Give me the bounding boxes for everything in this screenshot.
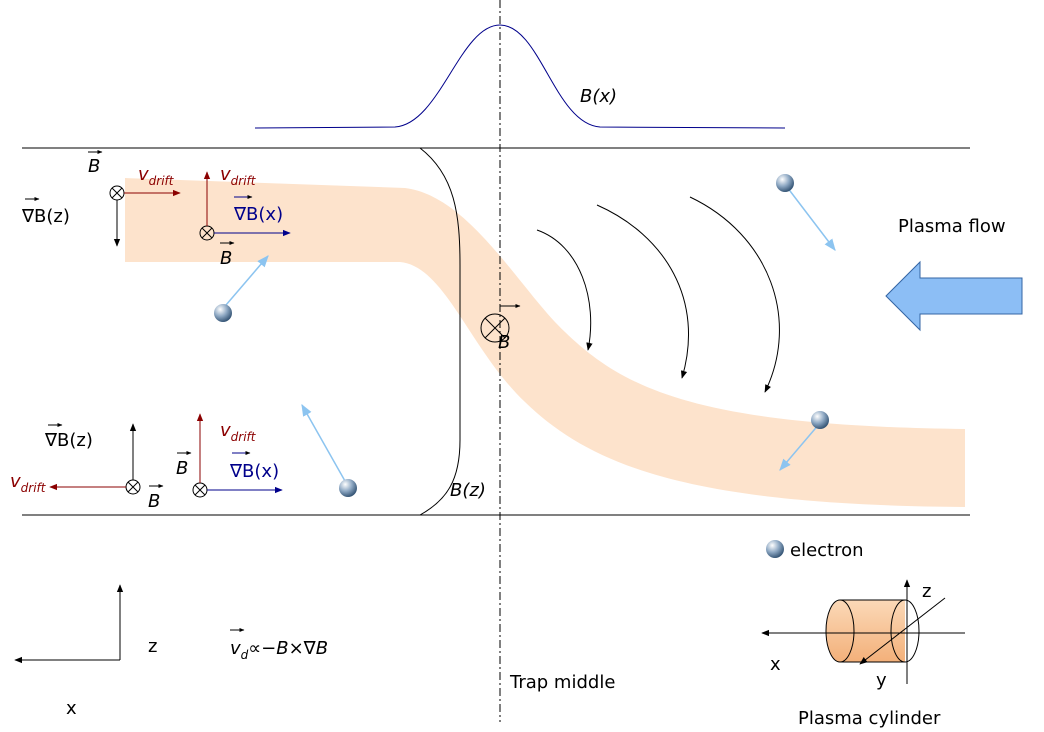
formula: vd∝−B×∇B <box>230 638 328 662</box>
field-label: B <box>176 458 188 479</box>
gradient-label: ∇B(z) <box>21 206 70 227</box>
drift-v: v <box>220 420 231 441</box>
gradient-label: ∇B(z) <box>44 430 93 451</box>
field-label: B <box>498 332 510 353</box>
diagram: B vdrift vdrift ∇B(z) ∇B(x) B B ∇B(z) vd… <box>0 0 1044 732</box>
drift-label: vdrift <box>138 164 175 188</box>
drift-sub: drift <box>149 174 175 188</box>
formula-v: v <box>230 638 241 659</box>
frame-axis-label: x <box>66 698 77 719</box>
trap-middle-label: Trap middle <box>509 672 615 693</box>
frame-axes <box>15 585 120 660</box>
gradient-label: ∇B(x) <box>229 461 279 482</box>
plasma-band <box>125 178 965 507</box>
bx-label: B(x) <box>580 86 617 107</box>
drift-label: vdrift <box>10 471 47 495</box>
plasma-flow-label: Plasma flow <box>898 216 1006 237</box>
bz-label: B(z) <box>450 480 486 501</box>
gradient-label: ∇B(x) <box>233 204 283 225</box>
formula-rest: ∝−B×∇B <box>248 638 328 659</box>
drift-sub: drift <box>231 174 257 188</box>
cylinder-axis-label: z <box>922 581 931 602</box>
drift-sub: drift <box>21 481 47 495</box>
field-label: B <box>148 491 160 512</box>
cylinder-axis-label: y <box>876 670 887 691</box>
field-label: B <box>220 248 232 269</box>
drift-v: v <box>10 471 21 492</box>
plasma-cylinder <box>762 580 965 684</box>
drift-label: vdrift <box>220 420 257 444</box>
drift-label: vdrift <box>220 164 257 188</box>
frame-axis-label: z <box>148 636 157 657</box>
vectors-bottom <box>50 414 282 497</box>
cylinder-axis-label: x <box>770 654 781 675</box>
cylinder-title: Plasma cylinder <box>798 708 941 729</box>
drift-sub: drift <box>231 430 257 444</box>
drift-v: v <box>138 164 149 185</box>
legend-label: electron <box>790 540 864 561</box>
drift-v: v <box>220 164 231 185</box>
bx-profile <box>255 25 785 128</box>
plasma-flow-arrow <box>886 262 1022 330</box>
field-label: B <box>88 156 100 177</box>
